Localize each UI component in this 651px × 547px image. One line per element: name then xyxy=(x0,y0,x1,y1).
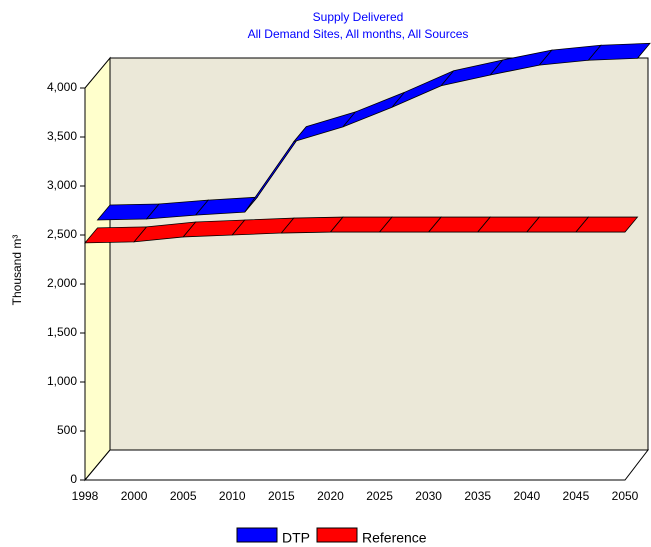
x-tick-label: 2020 xyxy=(317,489,344,503)
ribbon-segment xyxy=(575,216,639,233)
legend-swatch xyxy=(236,527,278,543)
y-tick-label: 2,500 xyxy=(47,227,77,241)
y-axis-label: Thousand m³ xyxy=(10,235,24,306)
ribbon-segment xyxy=(587,42,651,61)
legend-label: DTP xyxy=(282,530,310,546)
y-tick-label: 0 xyxy=(70,472,77,486)
x-tick-label: 2050 xyxy=(612,489,639,503)
x-tick-label: 2045 xyxy=(563,489,590,503)
y-tick-label: 3,000 xyxy=(47,178,77,192)
x-tick-label: 2000 xyxy=(121,489,148,503)
legend-swatch xyxy=(316,527,358,543)
y-tick-label: 1,500 xyxy=(47,325,77,339)
back-wall xyxy=(109,57,649,451)
y-tick-label: 2,000 xyxy=(47,276,77,290)
x-tick-label: 2025 xyxy=(366,489,393,503)
chart-title: Supply Delivered xyxy=(313,10,404,24)
x-tick-label: 2035 xyxy=(464,489,491,503)
floor xyxy=(83,449,650,481)
left-wall xyxy=(84,56,111,482)
y-tick-label: 500 xyxy=(57,423,77,437)
x-tick-label: 2030 xyxy=(415,489,442,503)
x-tick-label: 2010 xyxy=(219,489,246,503)
chart-subtitle: All Demand Sites, All months, All Source… xyxy=(248,27,469,41)
legend-label: Reference xyxy=(362,530,427,546)
x-tick-label: 2040 xyxy=(513,489,540,503)
x-tick-label: 2015 xyxy=(268,489,295,503)
x-tick-label: 2005 xyxy=(170,489,197,503)
x-tick-label: 1998 xyxy=(72,489,99,503)
y-tick-label: 4,000 xyxy=(47,80,77,94)
y-tick-label: 3,500 xyxy=(47,129,77,143)
y-tick-label: 1,000 xyxy=(47,374,77,388)
